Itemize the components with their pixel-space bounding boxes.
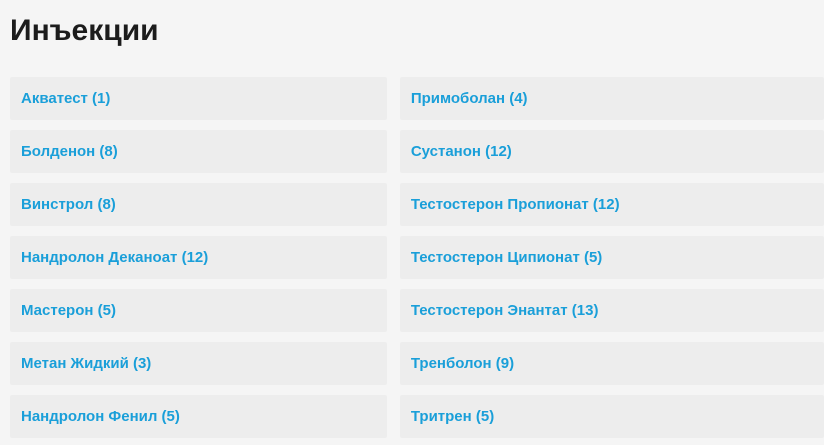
category-row: Болденон (8) [10,130,387,173]
category-row: Тестостерон Пропионат (12) [399,183,824,226]
category-link[interactable]: Болденон (8) [21,143,118,160]
category-row: Примоболан (4) [399,77,824,120]
category-link[interactable]: Сустанон (12) [410,143,512,160]
category-column-right: Примоболан (4) Сустанон (12) Тестостерон… [399,77,824,445]
category-link[interactable]: Нандролон Фенил (5) [21,408,180,425]
category-link[interactable]: Примоболан (4) [410,90,528,107]
category-row: Метан Жидкий (3) [10,342,387,385]
page-title: Инъекции [10,14,159,47]
category-link[interactable]: Тестостерон Энантат (13) [410,302,599,319]
category-link[interactable]: Мастерон (5) [21,302,116,319]
category-row: Акватест (1) [10,77,387,120]
category-link[interactable]: Тритрен (5) [410,408,495,425]
category-columns: Акватест (1) Болденон (8) Винстрол (8) Н… [10,77,824,445]
category-column-left: Акватест (1) Болденон (8) Винстрол (8) Н… [10,77,387,445]
category-link[interactable]: Акватест (1) [21,90,111,107]
category-row: Тритрен (5) [399,395,824,438]
category-link[interactable]: Тренболон (9) [410,355,515,372]
category-row: Нандролон Фенил (5) [10,395,387,438]
category-link[interactable]: Нандролон Деканоат (12) [21,249,209,266]
category-row: Сустанон (12) [399,130,824,173]
category-row: Винстрол (8) [10,183,387,226]
category-row: Нандролон Деканоат (12) [10,236,387,279]
category-link[interactable]: Тестостерон Ципионат (5) [410,249,603,266]
category-row: Тестостерон Энантат (13) [399,289,824,332]
category-row: Тренболон (9) [399,342,824,385]
category-row: Мастерон (5) [10,289,387,332]
category-row: Тестостерон Ципионат (5) [399,236,824,279]
category-page: Инъекции Акватест (1) Болденон (8) Винст… [0,12,824,445]
category-link[interactable]: Винстрол (8) [21,196,116,213]
category-link[interactable]: Тестостерон Пропионат (12) [410,196,620,213]
category-link[interactable]: Метан Жидкий (3) [21,355,152,372]
